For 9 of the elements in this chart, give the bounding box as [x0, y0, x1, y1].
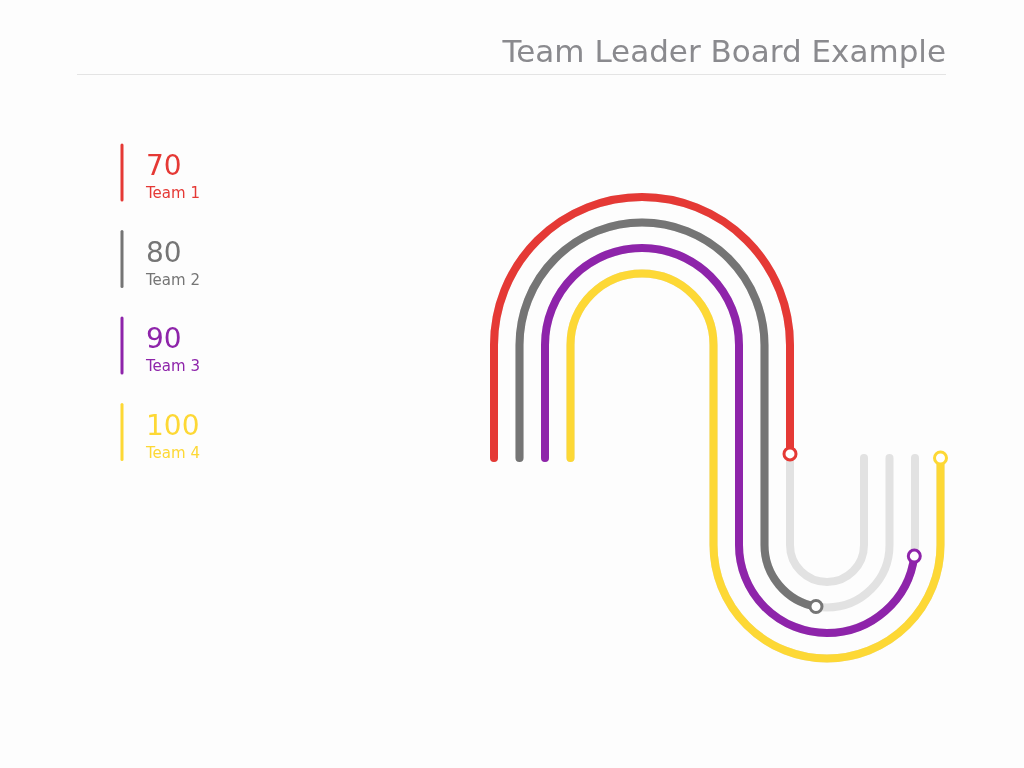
data-label: 70 [146, 149, 182, 182]
category-label: Team 1 [145, 184, 200, 202]
category-label: Team 2 [145, 270, 200, 289]
data-label: 90 [146, 322, 182, 355]
category-label: Team 4 [145, 443, 200, 462]
text: Team Leader Board Example [501, 33, 946, 69]
data-label: 80 [146, 235, 182, 269]
category-label: Team 3 [145, 357, 200, 375]
data-label: 100 [146, 408, 200, 442]
